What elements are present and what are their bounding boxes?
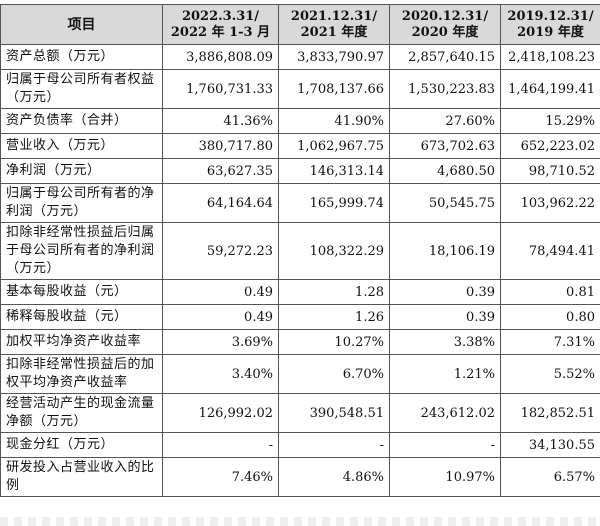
row-label: 归属于母公司所有者权益（万元）: [0, 69, 163, 109]
cell-value: 64,164.64: [162, 183, 279, 223]
table-row: 研发投入占营业收入的比例 7.46% 4.86% 10.97% 6.57%: [0, 457, 600, 497]
table-row: 基本每股收益（元） 0.49 1.28 0.39 0.81: [0, 279, 600, 305]
table-row: 扣除非经常性损益后归属于母公司所有者的净利润（万元） 59,272.23 108…: [0, 222, 600, 280]
cell-value: 4.86%: [278, 457, 390, 497]
cell-value: 103,962.22: [500, 183, 600, 223]
cell-value: 2,418,108.23: [500, 44, 600, 70]
cell-value: 7.31%: [500, 329, 600, 355]
cell-value: 1,464,199.41: [500, 69, 600, 109]
cell-value: 27.60%: [389, 108, 501, 134]
cell-value: 6.57%: [500, 457, 600, 497]
cell-value: 165,999.74: [278, 183, 390, 223]
cell-value: 108,322.29: [278, 222, 390, 280]
cell-value: 1,760,731.33: [162, 69, 279, 109]
cell-value: 34,130.55: [500, 432, 600, 458]
cell-value: 3.40%: [162, 354, 279, 394]
cell-value: 673,702.63: [389, 133, 501, 159]
table-row: 稀释每股收益（元） 0.49 1.26 0.39 0.80: [0, 304, 600, 330]
cell-value: 390,548.51: [278, 393, 390, 433]
cell-value: 3.38%: [389, 329, 501, 355]
cell-value: 10.97%: [389, 457, 501, 497]
row-label: 稀释每股收益（元）: [0, 304, 163, 330]
cell-value: 59,272.23: [162, 222, 279, 280]
cell-value: 1.21%: [389, 354, 501, 394]
cell-value: 0.49: [162, 279, 279, 305]
cell-value: 41.36%: [162, 108, 279, 134]
cell-value: 126,992.02: [162, 393, 279, 433]
cell-value: 182,852.51: [500, 393, 600, 433]
cell-value: 10.27%: [278, 329, 390, 355]
table-row: 归属于母公司所有者权益（万元） 1,760,731.33 1,708,137.6…: [0, 69, 600, 109]
cell-value: 380,717.80: [162, 133, 279, 159]
cell-value: 1,530,223.83: [389, 69, 501, 109]
row-label: 经营活动产生的现金流量净额（万元）: [0, 393, 163, 433]
cell-value: 243,612.02: [389, 393, 501, 433]
table-row: 资产负债率（合并） 41.36% 41.90% 27.60% 15.29%: [0, 108, 600, 134]
cell-value: -: [278, 432, 390, 458]
row-label: 扣除非经常性损益后的加权平均净资产收益率: [0, 354, 163, 394]
cell-value: 41.90%: [278, 108, 390, 134]
cell-value: 0.49: [162, 304, 279, 330]
row-label: 基本每股收益（元）: [0, 279, 163, 305]
row-label: 加权平均净资产收益率: [0, 329, 163, 355]
row-label: 扣除非经常性损益后归属于母公司所有者的净利润（万元）: [0, 222, 163, 280]
header-2020: 2020.12.31/2020 年度: [389, 4, 501, 45]
cell-value: 50,545.75: [389, 183, 501, 223]
cell-value: 1.26: [278, 304, 390, 330]
table-row: 现金分红（万元） - - - 34,130.55: [0, 432, 600, 458]
cell-value: 4,680.50: [389, 158, 501, 184]
cell-value: 3.69%: [162, 329, 279, 355]
row-label: 研发投入占营业收入的比例: [0, 457, 163, 497]
cell-value: 1,708,137.66: [278, 69, 390, 109]
table-row: 经营活动产生的现金流量净额（万元） 126,992.02 390,548.51 …: [0, 393, 600, 433]
table-row: 加权平均净资产收益率 3.69% 10.27% 3.38% 7.31%: [0, 329, 600, 355]
cell-value: 78,494.41: [500, 222, 600, 280]
cell-value: 7.46%: [162, 457, 279, 497]
cropped-text-strip: [0, 517, 600, 526]
header-row: 项目 2022.3.31/2022 年 1-3 月 2021.12.31/202…: [0, 4, 600, 45]
header-2022q1: 2022.3.31/2022 年 1-3 月: [162, 4, 279, 45]
cell-value: 1,062,967.75: [278, 133, 390, 159]
header-2019: 2019.12.31/2019 年度: [500, 4, 600, 45]
row-label: 现金分红（万元）: [0, 432, 163, 458]
cell-value: -: [162, 432, 279, 458]
table-row: 净利润（万元） 63,627.35 146,313.14 4,680.50 98…: [0, 158, 600, 184]
cell-value: -: [389, 432, 501, 458]
row-label: 归属于母公司所有者的净利润（万元）: [0, 183, 163, 223]
cell-value: 18,106.19: [389, 222, 501, 280]
row-label: 资产总额（万元）: [0, 44, 163, 70]
row-label: 资产负债率（合并）: [0, 108, 163, 134]
cell-value: 652,223.02: [500, 133, 600, 159]
cell-value: 2,857,640.15: [389, 44, 501, 70]
cell-value: 6.70%: [278, 354, 390, 394]
table-row: 资产总额（万元） 3,886,808.09 3,833,790.97 2,857…: [0, 44, 600, 70]
cell-value: 5.52%: [500, 354, 600, 394]
header-item: 项目: [0, 4, 163, 45]
cell-value: 3,886,808.09: [162, 44, 279, 70]
table-row: 营业收入（万元） 380,717.80 1,062,967.75 673,702…: [0, 133, 600, 159]
financial-summary-table: 项目 2022.3.31/2022 年 1-3 月 2021.12.31/202…: [0, 4, 600, 497]
cell-value: 0.39: [389, 279, 501, 305]
row-label: 营业收入（万元）: [0, 133, 163, 159]
cell-value: 98,710.52: [500, 158, 600, 184]
cell-value: 0.39: [389, 304, 501, 330]
cell-value: 0.80: [500, 304, 600, 330]
header-2021: 2021.12.31/2021 年度: [278, 4, 390, 45]
cell-value: 146,313.14: [278, 158, 390, 184]
cell-value: 15.29%: [500, 108, 600, 134]
cell-value: 0.81: [500, 279, 600, 305]
cell-value: 3,833,790.97: [278, 44, 390, 70]
cell-value: 63,627.35: [162, 158, 279, 184]
cell-value: 1.28: [278, 279, 390, 305]
table-row: 归属于母公司所有者的净利润（万元） 64,164.64 165,999.74 5…: [0, 183, 600, 223]
table-row: 扣除非经常性损益后的加权平均净资产收益率 3.40% 6.70% 1.21% 5…: [0, 354, 600, 394]
row-label: 净利润（万元）: [0, 158, 163, 184]
